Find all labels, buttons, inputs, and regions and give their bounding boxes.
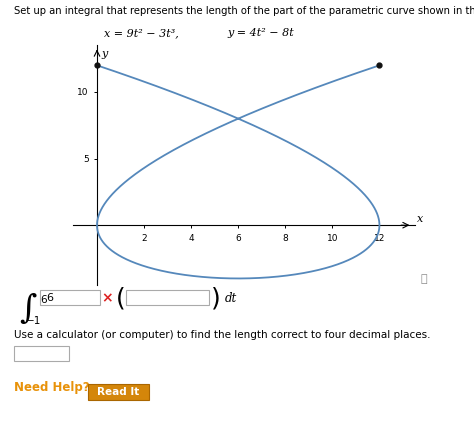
Text: ⓘ: ⓘ [421, 273, 428, 284]
Text: ×: × [101, 291, 112, 305]
Text: Read It: Read It [97, 387, 140, 397]
Text: 6: 6 [40, 295, 47, 305]
Text: ∫: ∫ [19, 293, 36, 325]
Text: −1: −1 [26, 315, 41, 326]
Text: (: ( [116, 287, 126, 311]
Text: ): ) [211, 287, 221, 311]
Text: x = 9t² − 3t³,: x = 9t² − 3t³, [104, 28, 179, 38]
Text: 6: 6 [46, 292, 54, 303]
Text: Need Help?: Need Help? [14, 381, 90, 394]
Text: dt: dt [225, 292, 237, 305]
Text: x: x [417, 214, 423, 224]
Text: Use a calculator (or computer) to find the length correct to four decimal places: Use a calculator (or computer) to find t… [14, 330, 431, 340]
Text: Set up an integral that represents the length of the part of the parametric curv: Set up an integral that represents the l… [14, 6, 474, 16]
Text: y: y [102, 49, 108, 59]
Text: y = 4t² − 8t: y = 4t² − 8t [228, 28, 294, 38]
